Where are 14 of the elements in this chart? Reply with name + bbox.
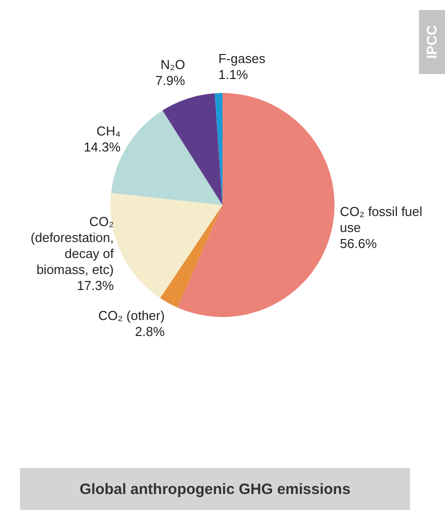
data-label: 2.8% xyxy=(135,324,166,340)
data-label: 7.9% xyxy=(155,73,186,88)
slice-label: F-gases xyxy=(218,51,266,66)
slice-label: CH₄ xyxy=(96,124,121,139)
text: Global anthropogenic GHG emissions xyxy=(20,468,410,510)
slice-label: CO₂ (deforestation, decay of biomass, etc) xyxy=(30,214,114,277)
slice-label: N₂O xyxy=(160,57,186,72)
data-label: 1.1% xyxy=(218,67,248,82)
slice-label: CO₂ (other) xyxy=(98,308,165,324)
slice-label: CO₂ fossil fuel use xyxy=(340,204,422,235)
data-label: 14.3% xyxy=(84,140,122,155)
data-label: 56.6% xyxy=(340,236,378,251)
data-label: 17.3% xyxy=(76,278,114,293)
text: IPCC xyxy=(424,25,440,59)
